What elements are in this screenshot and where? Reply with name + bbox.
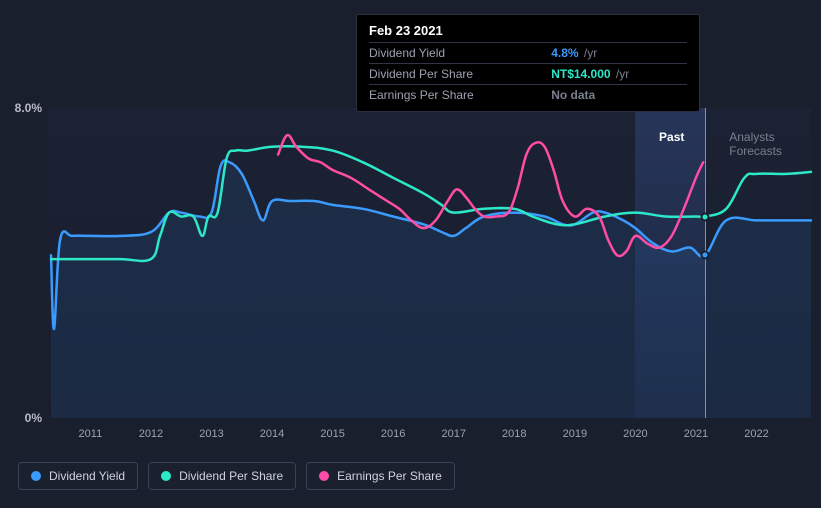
- legend-swatch: [31, 471, 41, 481]
- chart-plot-area[interactable]: 0%8.0% PastAnalysts Forecasts: [48, 108, 811, 418]
- legend-item[interactable]: Dividend Yield: [18, 462, 138, 490]
- series-end-dot: [701, 212, 710, 221]
- tooltip-row-label: Earnings Per Share: [369, 85, 551, 106]
- legend-label: Dividend Yield: [49, 469, 125, 483]
- chart-legend: Dividend Yield Dividend Per Share Earnings…: [18, 462, 455, 490]
- x-axis-label: 2019: [563, 428, 587, 440]
- x-axis-label: 2020: [623, 428, 647, 440]
- x-axis-label: 2014: [260, 428, 284, 440]
- legend-item[interactable]: Dividend Per Share: [148, 462, 296, 490]
- x-axis: 2011 2012 2013 2014 2015 2016 2017 2018 2019 2020…: [48, 428, 811, 444]
- region-label: Past: [659, 130, 684, 144]
- x-axis-label: 2011: [79, 428, 103, 440]
- region-label: Analysts Forecasts: [729, 130, 784, 158]
- x-axis-label: 2022: [744, 428, 768, 440]
- x-axis-label: 2018: [502, 428, 526, 440]
- tooltip-row: Earnings Per ShareNo data: [369, 85, 687, 106]
- x-axis-label: 2015: [320, 428, 344, 440]
- tooltip-date: Feb 23 2021: [369, 23, 687, 38]
- chart-lines: [48, 108, 811, 418]
- x-axis-label: 2016: [381, 428, 405, 440]
- legend-swatch: [319, 471, 329, 481]
- tooltip-row: Dividend Yield4.8% /yr: [369, 43, 687, 64]
- series-end-dot: [701, 251, 710, 260]
- tooltip-row: Dividend Per ShareNT$14.000 /yr: [369, 64, 687, 85]
- legend-item[interactable]: Earnings Per Share: [306, 462, 455, 490]
- tooltip-row-value: NT$14.000 /yr: [551, 64, 687, 85]
- tooltip-row-label: Dividend Yield: [369, 43, 551, 64]
- tooltip-table: Dividend Yield4.8% /yrDividend Per Share…: [369, 42, 687, 105]
- x-axis-label: 2013: [199, 428, 223, 440]
- x-axis-label: 2012: [139, 428, 163, 440]
- tooltip-row-value: 4.8% /yr: [551, 43, 687, 64]
- x-axis-label: 2021: [684, 428, 708, 440]
- y-axis-label: 8.0%: [15, 101, 42, 115]
- legend-label: Earnings Per Share: [337, 469, 442, 483]
- legend-swatch: [161, 471, 171, 481]
- x-axis-label: 2017: [441, 428, 465, 440]
- tooltip-row-value: No data: [551, 85, 687, 106]
- chart-tooltip: Feb 23 2021 Dividend Yield4.8% /yrDivide…: [356, 14, 700, 112]
- tooltip-row-label: Dividend Per Share: [369, 64, 551, 85]
- legend-label: Dividend Per Share: [179, 469, 283, 483]
- y-axis-label: 0%: [25, 411, 42, 425]
